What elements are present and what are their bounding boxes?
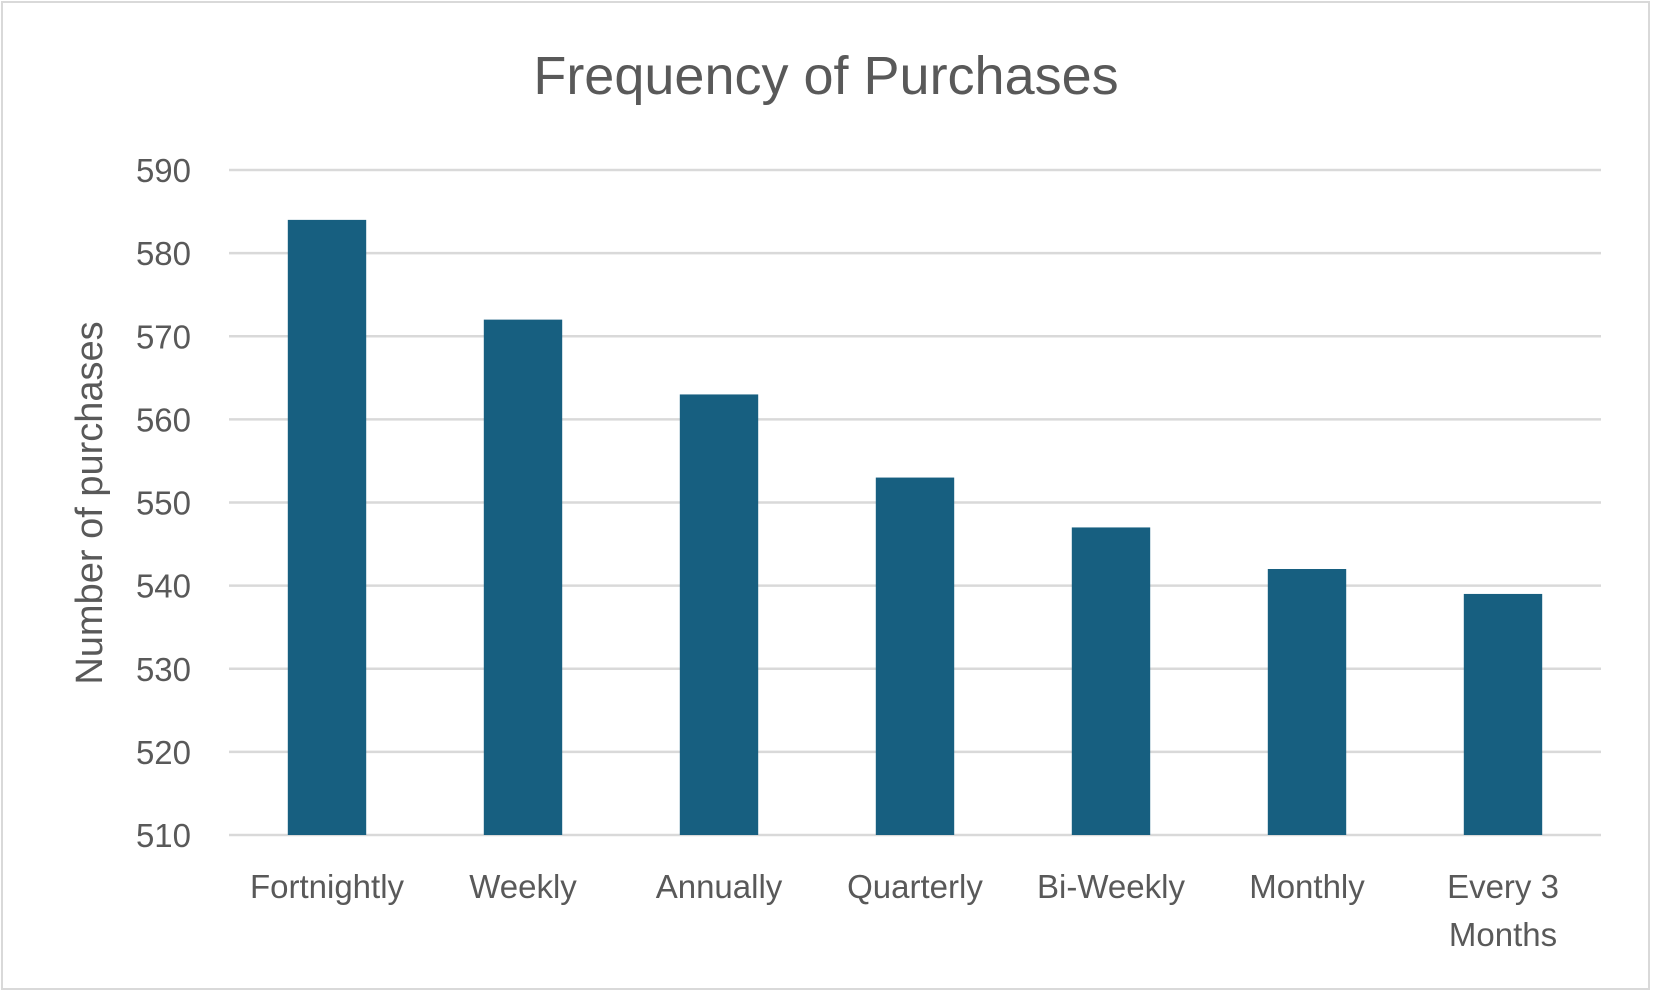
y-tick-label: 550 [136, 485, 191, 522]
chart-title: Frequency of Purchases [533, 46, 1118, 106]
x-axis-ticks: Fortnightly Weekly Annually Quarterly Bi-Wee… [250, 868, 1559, 953]
bar [483, 319, 563, 835]
gridlines [229, 168, 1601, 837]
y-tick-label: 570 [136, 318, 191, 355]
y-tick-label: 590 [136, 152, 191, 189]
x-tick-label: Weekly [469, 868, 577, 905]
x-tick-label: Fortnightly [250, 868, 405, 905]
y-tick-label: 510 [136, 817, 191, 854]
y-tick-label: 520 [136, 734, 191, 771]
y-tick-label: 530 [136, 651, 191, 688]
bar [287, 219, 367, 835]
bar [1463, 593, 1543, 835]
x-tick-label: Annually [656, 868, 783, 905]
bar [1071, 527, 1151, 835]
y-axis-ticks: 510 520 530 540 550 560 570 580 590 [136, 152, 191, 854]
y-tick-label: 560 [136, 401, 191, 438]
x-tick-label: Monthly [1249, 868, 1365, 905]
bar [875, 477, 955, 835]
bars [287, 219, 1543, 835]
x-tick-label: Quarterly [847, 868, 983, 905]
x-tick-label: Months [1449, 916, 1557, 953]
x-tick-label: Bi-Weekly [1037, 868, 1185, 905]
y-axis-label: Number of purchases [69, 321, 111, 684]
y-tick-label: 540 [136, 568, 191, 605]
y-tick-label: 580 [136, 235, 191, 272]
x-tick-label: Every 3 [1447, 868, 1559, 905]
bar [1267, 569, 1347, 835]
bar [679, 394, 759, 835]
